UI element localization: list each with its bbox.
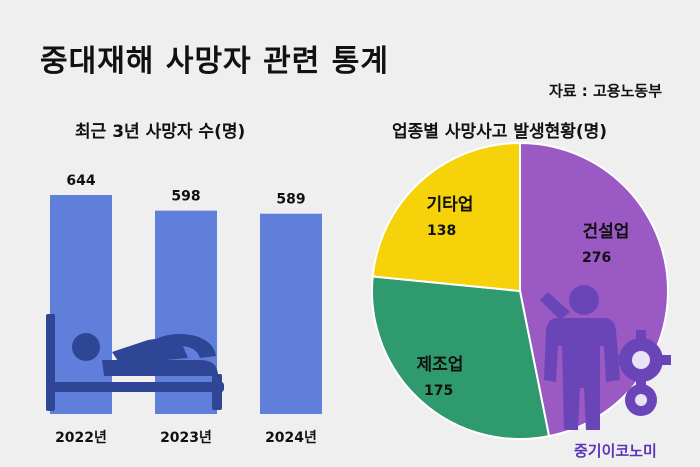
slice-label: 건설업 [583, 222, 630, 242]
pie-slice [371, 141, 521, 293]
category-label: 2024년 [265, 430, 317, 446]
pie-chart-title: 업종별 사망사고 발생현황(명) [392, 122, 608, 142]
pie-slice [371, 275, 551, 440]
slice-value-label: 138 [427, 223, 456, 239]
bar-chart-title: 최근 3년 사망자 수(명) [75, 122, 246, 142]
category-label: 2023년 [160, 430, 212, 446]
bar-value-label: 598 [171, 189, 200, 205]
category-label: 2022년 [55, 430, 107, 446]
slice-label: 제조업 [417, 355, 464, 375]
pie-slice [519, 141, 669, 438]
logo-text: 중기이코노미 [574, 442, 657, 460]
bar-value-label: 644 [66, 173, 95, 189]
source-label: 자료 : 고용노동부 [548, 82, 662, 100]
slice-label: 기타업 [427, 195, 474, 215]
slice-value-label: 175 [424, 383, 453, 399]
bar-chart: 644 2022년 598 2023년 589 2024년 [50, 173, 322, 446]
bar [260, 213, 322, 414]
bar [155, 210, 217, 414]
page-title: 중대재해 사망자 관련 통계 [40, 44, 389, 79]
bar [50, 195, 112, 414]
bar-value-label: 589 [276, 192, 305, 208]
slice-value-label: 276 [582, 250, 611, 266]
